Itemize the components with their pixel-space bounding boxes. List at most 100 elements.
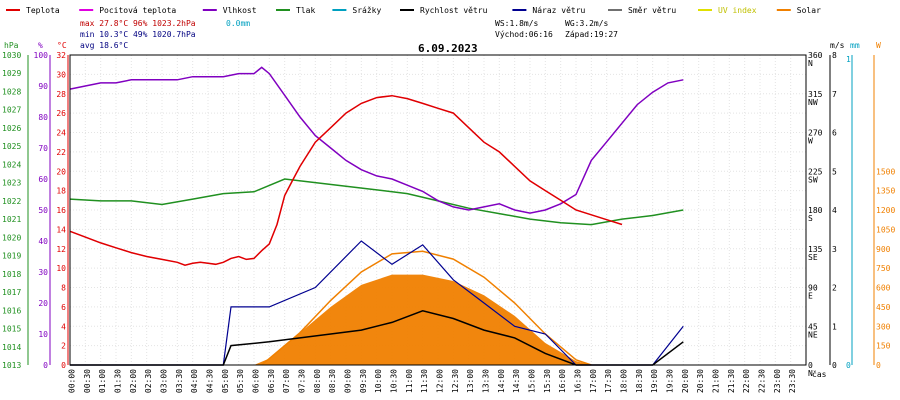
wind-speed-tick-label: 4 [832,206,837,215]
legend-label: Rychlost větru [420,6,488,15]
wind-dir-name-label: NW [808,98,818,107]
temp-unit-label: °C [57,41,67,50]
rain-tick-label: 1 [846,55,851,64]
temp-tick-label: 20 [56,167,66,176]
x-tick-label: 01:00 [98,369,107,393]
x-tick-label: 16:30 [574,369,583,393]
temp-tick-label: 4 [61,322,66,331]
x-tick-label: 09:30 [359,369,368,393]
humidity-line [69,66,684,214]
x-tick-label: 18:30 [635,369,644,393]
temp-tick-label: 10 [56,264,66,273]
rain-unit-label: mm [850,41,860,50]
solar-tick-label: 1500 [876,167,895,176]
wind-speed-tick-label: 1 [832,322,837,331]
legend-label: UV index [718,6,757,15]
wind-gust-line [70,240,684,366]
pressure-unit-label: hPa [4,41,19,50]
wind-speed-tick-label: 6 [832,129,837,138]
temp-tick-label: 12 [56,245,66,254]
wind-speed-line [70,310,684,366]
x-tick-label: 03:30 [175,369,184,393]
stats-sunset: Západ:19:27 [565,30,618,39]
x-tick-label: 02:30 [144,369,153,393]
solar-tick-label: 600 [876,284,891,293]
temp-tick-label: 0 [61,361,66,370]
chart-axes: 1013101410151016101710181019102010211022… [2,51,895,378]
wind-speed-tick-label: 0 [832,361,837,370]
temp-tick-label: 22 [56,148,66,157]
pressure-tick-label: 1023 [2,179,21,188]
x-tick-label: 00:30 [83,369,92,393]
wind-dir-deg-label: 0 [808,361,813,370]
x-tick-label: 22:30 [758,369,767,393]
wind-dir-deg-label: 360 [808,51,823,60]
humidity-tick-label: 100 [34,51,49,60]
x-tick-label: 09:00 [344,369,353,393]
legend-label: Srážky [352,6,381,15]
x-tick-label: 20:00 [681,369,690,393]
x-tick-label: 11:00 [405,369,414,393]
pressure-tick-label: 1024 [2,160,21,169]
wind-dir-name-label: NE [808,330,818,339]
pressure-tick-label: 1027 [2,106,21,115]
stats-ws: WS:1.8m/s [495,19,539,28]
x-tick-label: 11:30 [420,369,429,393]
solar-tick-label: 1050 [876,225,895,234]
solar-tick-label: 300 [876,322,891,331]
x-tick-label: 19:30 [666,369,675,393]
x-tick-label: 04:00 [190,369,199,393]
x-tick-label: 07:30 [298,369,307,393]
wind-speed-tick-label: 7 [832,90,837,99]
humidity-unit-label: % [38,41,43,50]
x-tick-label: 13:30 [482,369,491,393]
stats-wg: WG:3.2m/s [565,19,609,28]
rain-tick-label: 0 [846,361,851,370]
wind-dir-deg-label: 225 [808,167,823,176]
solar-tick-label: 900 [876,245,891,254]
x-tick-label: 23:30 [788,369,797,393]
solar-theoretical-line [261,250,592,366]
x-tick-label: 10:00 [374,369,383,393]
x-tick-label: 05:30 [236,369,245,393]
stats-sunrise: Východ:06:16 [495,30,553,39]
x-axis-label: čas [812,369,827,379]
temperature-line [69,94,623,266]
stats-max: max 27.8°C 96% 1023.2hPa [80,19,196,28]
temp-tick-label: 30 [56,70,66,79]
chart-legend: Teplota Pocitová teplota Vlhkost Tlak Srážky… [6,6,821,15]
pressure-tick-label: 1017 [2,288,21,297]
temp-tick-label: 18 [56,187,66,196]
x-tick-label: 23:00 [773,369,782,393]
pressure-tick-label: 1030 [2,51,21,60]
pressure-tick-label: 1014 [2,343,21,352]
solar-tick-label: 150 [876,342,891,351]
solar-tick-label: 1200 [876,206,895,215]
wind-dir-name-label: SW [808,175,818,184]
wind-dir-deg-label: 45 [808,322,818,331]
plot-border [69,54,807,366]
wind-dir-deg-label: 180 [808,206,823,215]
x-tick-label: 12:30 [451,369,460,393]
solar-unit-label: W [876,41,881,50]
temp-tick-label: 32 [56,51,66,60]
x-tick-label: 14:00 [497,369,506,393]
temp-tick-label: 14 [56,225,66,234]
solar-area [254,274,592,365]
x-tick-label: 21:00 [712,369,721,393]
wind-dir-name-label: S [808,214,813,223]
wind-dir-deg-label: 90 [808,284,818,293]
legend-label: Pocitová teplota [99,6,176,15]
humidity-tick-label: 30 [38,268,48,277]
x-tick-label: 14:30 [512,369,521,393]
x-tick-label: 13:00 [466,369,475,393]
x-tick-label: 10:30 [390,369,399,393]
legend-label: Solar [797,6,821,15]
wind-dir-name-label: N [808,369,813,378]
x-tick-label: 02:00 [129,369,138,393]
wind-speed-tick-label: 8 [832,51,837,60]
wind-dir-deg-label: 270 [808,129,823,138]
x-tick-label: 18:00 [620,369,629,393]
pressure-tick-label: 1015 [2,325,21,334]
humidity-tick-label: 40 [38,237,48,246]
